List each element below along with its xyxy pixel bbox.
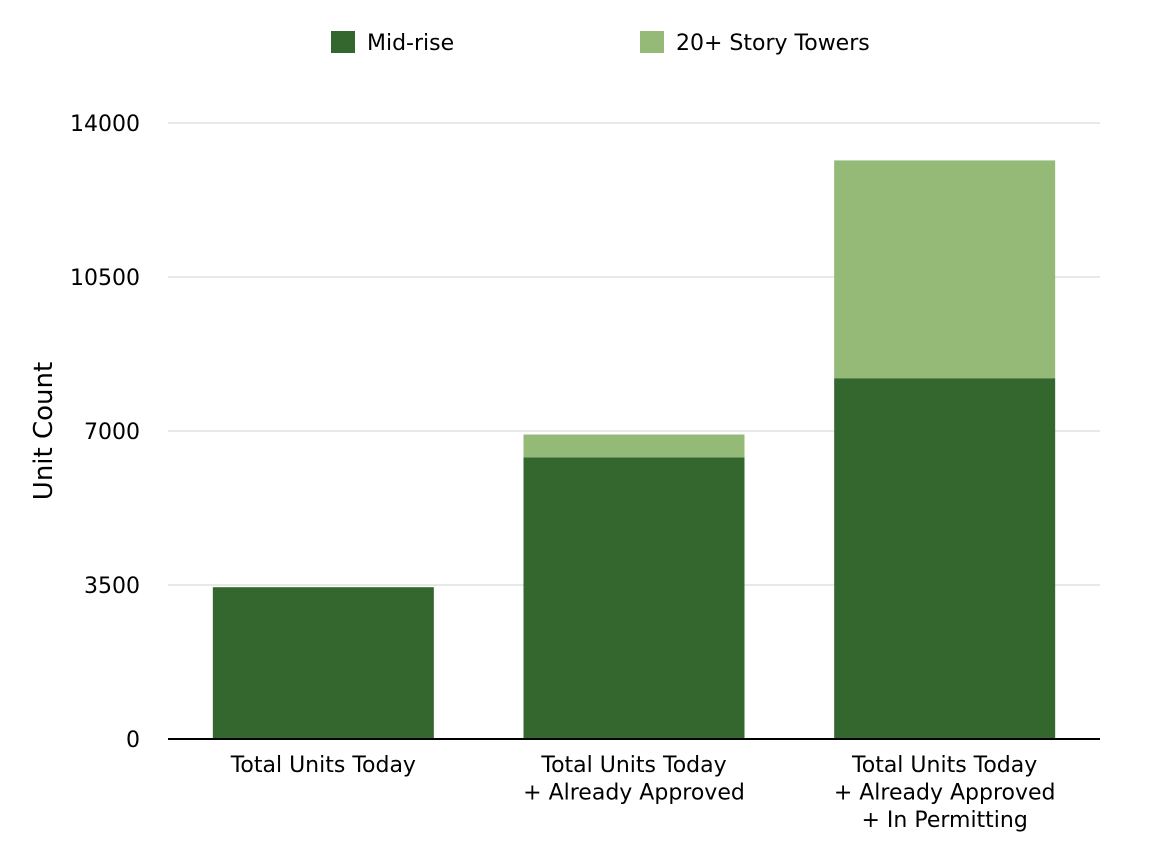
- x-category-label: Total Units Today + Already Approved + In …: [834, 753, 1056, 833]
- x-category-label: Total Units Today: [230, 753, 416, 778]
- y-tick-label: 14000: [70, 112, 140, 137]
- x-category-label-line: + In Permitting: [861, 808, 1027, 833]
- legend-swatch: [640, 31, 664, 53]
- bar-segment-mid-rise: [523, 457, 745, 739]
- x-category-label-line: + Already Approved: [523, 781, 745, 806]
- x-category-label: Total Units Today + Already Approved: [523, 753, 745, 806]
- y-axis-ticks: 0 3500 7000 10500 14000: [70, 112, 140, 753]
- y-tick-label: 7000: [84, 420, 140, 445]
- legend-swatch: [331, 31, 355, 53]
- y-tick-label: 10500: [70, 266, 140, 291]
- x-category-label-line: + Already Approved: [834, 781, 1056, 806]
- x-axis-category-labels: Total Units Today Total Units Today + Alre…: [230, 753, 1056, 833]
- legend-label: 20+ Story Towers: [676, 31, 870, 56]
- bar-segment-towers: [834, 160, 1056, 379]
- bar-segment-mid-rise: [212, 587, 434, 739]
- legend-label: Mid-rise: [367, 31, 454, 56]
- x-category-label-line: Total Units Today: [851, 753, 1037, 778]
- bars: [212, 160, 1056, 739]
- legend: Mid-rise 20+ Story Towers: [331, 31, 870, 56]
- y-axis-title: Unit Count: [29, 362, 59, 500]
- bar-segment-mid-rise: [834, 378, 1056, 739]
- y-tick-label: 3500: [84, 574, 140, 599]
- y-tick-label: 0: [126, 728, 140, 753]
- x-category-label-line: Total Units Today: [540, 753, 726, 778]
- x-category-label-line: Total Units Today: [230, 753, 416, 778]
- bar-segment-towers: [523, 434, 745, 458]
